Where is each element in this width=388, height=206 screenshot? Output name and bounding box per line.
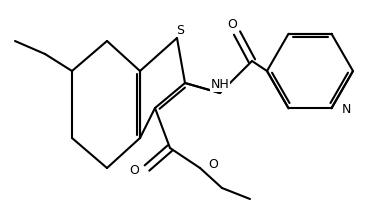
Text: N: N bbox=[341, 102, 351, 115]
Text: O: O bbox=[208, 158, 218, 171]
Text: S: S bbox=[176, 23, 184, 36]
Text: O: O bbox=[129, 164, 139, 177]
Text: NH: NH bbox=[211, 78, 229, 91]
Text: O: O bbox=[227, 18, 237, 31]
